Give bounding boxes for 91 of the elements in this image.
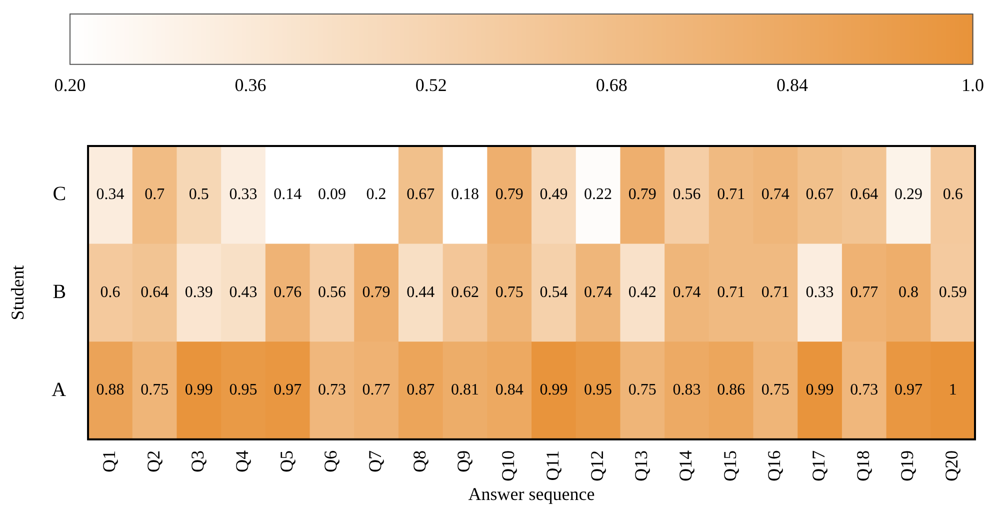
y-tick-label: A <box>52 378 67 401</box>
data-label: 0.49 <box>540 186 568 204</box>
data-label: 0.71 <box>761 284 790 301</box>
data-label: 0.2 <box>366 186 386 204</box>
x-tick-label: Q9 <box>454 450 474 472</box>
x-tick-label: Q2 <box>143 450 164 472</box>
x-tick-label: Q19 <box>897 450 918 482</box>
x-tick-label: Q20 <box>942 450 962 482</box>
data-label: 0.83 <box>672 382 701 399</box>
data-label: 0.33 <box>806 284 834 301</box>
data-label: 0.44 <box>406 284 435 301</box>
data-label: 0.95 <box>229 382 258 399</box>
x-tick-label: Q18 <box>852 450 873 482</box>
data-label: 0.6 <box>100 284 120 301</box>
data-label: 0.74 <box>584 284 612 301</box>
x-tick-label: Q5 <box>276 450 296 472</box>
data-label: 0.5 <box>188 186 209 204</box>
data-label: 0.56 <box>318 284 346 301</box>
data-label: 0.43 <box>229 284 258 301</box>
data-label: 0.14 <box>274 186 302 204</box>
data-label: 0.97 <box>274 382 302 399</box>
data-label: 0.77 <box>362 382 390 399</box>
data-label: 0.99 <box>540 382 568 399</box>
data-label: 0.95 <box>584 382 612 399</box>
data-label: 0.34 <box>96 186 124 204</box>
data-label: 0.64 <box>140 284 169 301</box>
data-label: 0.6 <box>942 186 963 204</box>
data-label: 0.39 <box>184 284 213 301</box>
x-tick-label: Q14 <box>675 450 696 482</box>
y-tick-label: C <box>52 183 66 206</box>
color-bar-label: 0.52 <box>415 74 447 95</box>
x-tick-label: Q1 <box>98 450 119 472</box>
y-axis-title: Student <box>8 265 28 320</box>
data-label: 0.64 <box>850 186 878 204</box>
data-label: 0.75 <box>628 382 656 399</box>
data-label: 0.71 <box>717 186 746 204</box>
data-label: 0.79 <box>362 284 390 301</box>
data-label: 0.7 <box>144 186 165 204</box>
data-label: 0.87 <box>406 382 435 399</box>
data-label: 0.54 <box>540 284 568 301</box>
data-label: 0.67 <box>806 186 834 204</box>
data-label: 0.42 <box>628 284 656 301</box>
data-label: 0.09 <box>318 186 346 204</box>
data-label: 0.86 <box>717 382 746 399</box>
data-label: 0.79 <box>495 186 524 204</box>
data-label: 0.99 <box>184 382 213 399</box>
data-label: 0.88 <box>96 382 124 399</box>
data-label: 0.62 <box>451 284 479 301</box>
data-label: 0.29 <box>894 186 922 204</box>
data-label: 0.97 <box>894 382 922 399</box>
color-bar-label: 0.20 <box>54 74 86 95</box>
data-label: 0.73 <box>318 382 346 399</box>
data-label: 0.77 <box>850 284 878 301</box>
y-tick-label: B <box>52 280 66 303</box>
color-bar-label: 0.36 <box>234 74 266 95</box>
data-label: 1 <box>948 382 957 399</box>
data-label: 0.18 <box>451 186 479 204</box>
data-label: 0.75 <box>140 382 169 399</box>
data-label: 0.33 <box>229 186 258 204</box>
data-label: 0.74 <box>672 284 701 301</box>
x-tick-label: Q12 <box>586 450 607 482</box>
x-tick-label: Q10 <box>498 450 518 482</box>
x-tick-label: Q16 <box>764 450 784 482</box>
color-bar-label: 0.84 <box>776 74 808 95</box>
data-label: 0.75 <box>761 382 790 399</box>
x-tick-label: Q8 <box>409 450 430 472</box>
data-label: 0.73 <box>850 382 878 399</box>
data-label: 0.75 <box>495 284 524 301</box>
x-tick-label: Q13 <box>631 450 652 482</box>
x-tick-label: Q11 <box>542 450 562 481</box>
data-label: 0.74 <box>761 186 790 204</box>
x-tick-label: Q15 <box>720 450 740 482</box>
data-label: 0.84 <box>495 382 524 399</box>
data-label: 0.8 <box>898 284 918 301</box>
data-label: 0.67 <box>406 186 435 204</box>
x-axis-title: Answer sequence <box>468 484 595 504</box>
x-tick-label: Q3 <box>188 450 208 472</box>
color-bar-label: 1.0 <box>962 74 984 95</box>
x-tick-label: Q17 <box>808 450 829 482</box>
x-tick-label: Q4 <box>232 450 252 472</box>
x-tick-label: Q7 <box>365 450 386 472</box>
data-label: 0.79 <box>628 186 656 204</box>
x-tick-label: Q6 <box>320 450 341 472</box>
data-label: 0.59 <box>938 284 967 301</box>
data-label: 0.22 <box>584 186 612 204</box>
data-label: 0.81 <box>451 382 479 399</box>
data-label: 0.56 <box>672 186 701 204</box>
data-label: 0.76 <box>274 284 302 301</box>
data-label: 0.99 <box>806 382 834 399</box>
data-label: 0.71 <box>717 284 746 301</box>
color-bar-label: 0.68 <box>596 74 628 95</box>
